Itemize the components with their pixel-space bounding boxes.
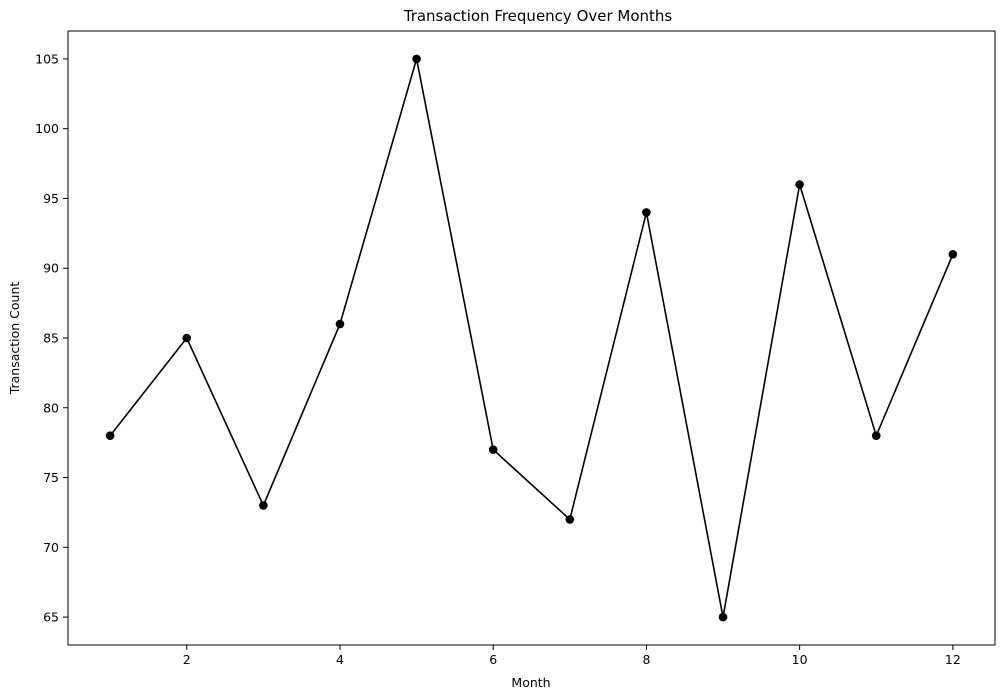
y-tick-label: 95	[43, 191, 59, 206]
plot-area: 2 4 6 8 10 12 65 70 75 80 85 90 95 100 105	[35, 30, 996, 667]
series-line	[109, 58, 954, 618]
data-point	[795, 180, 804, 189]
y-tick-label: 75	[43, 470, 59, 485]
x-tick-label: 12	[945, 652, 961, 667]
chart-title: Transaction Frequency Over Months	[403, 7, 673, 25]
plot-frame	[67, 30, 996, 646]
y-tick-label: 105	[35, 51, 59, 66]
y-axis-label: Transaction Count	[7, 282, 22, 396]
data-point	[259, 501, 268, 510]
data-point	[488, 445, 498, 454]
data-point	[871, 431, 881, 440]
x-tick-label: 4	[336, 652, 344, 667]
y-tick-label: 65	[43, 610, 59, 625]
data-point	[412, 54, 421, 64]
data-point	[182, 333, 192, 343]
y-tick-label: 80	[43, 400, 59, 415]
y-tick-label: 90	[43, 261, 59, 276]
x-tick-label: 8	[642, 652, 650, 667]
data-point	[642, 208, 651, 217]
data-point	[718, 612, 728, 622]
data-point	[335, 319, 345, 329]
x-tick-label: 10	[792, 652, 808, 667]
x-axis-label: Month	[511, 675, 550, 690]
y-tick-label: 85	[43, 331, 59, 346]
data-point	[565, 515, 575, 524]
data-point	[948, 249, 958, 259]
x-tick-label: 2	[183, 652, 191, 667]
y-tick-label: 70	[43, 540, 59, 555]
x-tick-label: 6	[489, 652, 497, 667]
data-point	[105, 431, 115, 440]
y-tick-label: 100	[35, 121, 59, 136]
